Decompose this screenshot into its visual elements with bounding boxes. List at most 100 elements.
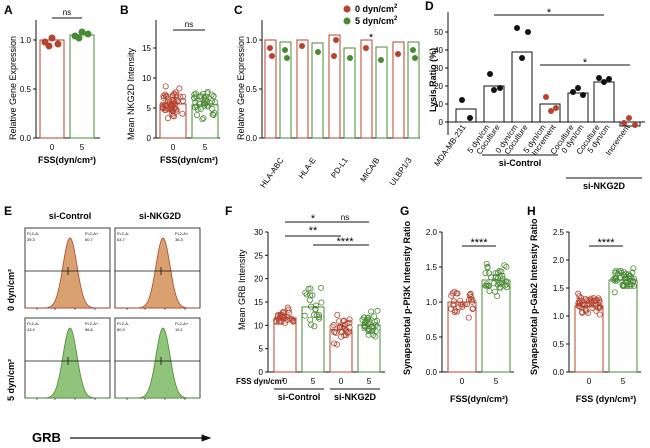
- point-f2-4: [331, 340, 338, 347]
- point-g1-10: [486, 288, 493, 295]
- point-f0-26: [285, 306, 292, 313]
- ylabel-h: Synapse/total p-Gab2 Intensity Ratio: [529, 218, 539, 375]
- sig-f-2: ns: [341, 213, 349, 222]
- gate-value-neg-2: 43.4: [27, 327, 36, 332]
- bar-h-1: [608, 279, 638, 373]
- point-b0-40: [170, 100, 177, 107]
- ylabel-f: Mean GRB Intensity: [237, 249, 247, 330]
- bar-c-1b: [311, 42, 324, 139]
- point-b0-19: [179, 110, 186, 117]
- point-d-11: [570, 89, 576, 95]
- ytick-h-label-4: 2.0: [553, 256, 565, 265]
- point-g0-15: [451, 301, 458, 308]
- point-f3-21: [371, 318, 378, 325]
- point-h0-33: [589, 301, 596, 308]
- point-b0-43: [169, 112, 176, 119]
- gate-value-neg-3: 80.9: [117, 327, 126, 332]
- ytick-g-label-4: 2.0: [426, 228, 438, 237]
- point-g0-1: [448, 305, 455, 312]
- yticks-g: 0.0 0.5 1.0 1.5 2.0: [426, 228, 442, 377]
- bar-c-4b: [407, 41, 420, 139]
- ytick-f-label-4: 20: [254, 275, 263, 284]
- scatter-points-b: [159, 83, 219, 123]
- point-f1-20: [311, 323, 318, 330]
- point-c-2: [282, 47, 288, 53]
- point-g1-5: [487, 274, 494, 281]
- point-g1-31: [496, 284, 503, 291]
- ytick-h-label-3: 1.5: [553, 284, 565, 293]
- point-g1-36: [482, 282, 489, 289]
- point-d-2: [487, 71, 493, 77]
- point-h0-12: [576, 303, 583, 310]
- point-g0-21: [454, 290, 461, 297]
- point-h1-42: [621, 283, 628, 290]
- point-f2-27: [341, 325, 348, 332]
- gate-label-pos-1: FL2-A+: [175, 231, 189, 236]
- point-h1-40: [625, 275, 632, 282]
- ylabel-g: Synapse/total p-PI3K Intensity Ratio: [402, 220, 412, 375]
- ytick-label-d-5: 50: [434, 28, 443, 37]
- bar-b-1: [191, 104, 219, 139]
- xtick-h-1: 5: [621, 377, 626, 386]
- bar-h-0: [574, 305, 604, 373]
- point-b0-32: [176, 85, 183, 92]
- point-f2-21: [329, 323, 336, 330]
- xtick-a-0: 0: [50, 143, 55, 152]
- sig-f-0: **: [309, 225, 318, 237]
- point-f1-5: [307, 316, 314, 323]
- point-g1-22: [503, 281, 510, 288]
- point-c-0: [267, 45, 273, 51]
- ytick-label-c-0: 0.0: [246, 134, 258, 143]
- ylabel-d: Lysis Ratio (%): [428, 48, 438, 112]
- point-f3-27: [372, 321, 379, 328]
- point-d-6: [519, 55, 525, 61]
- point-b0-41: [173, 108, 180, 115]
- point-b1-18: [199, 116, 206, 123]
- hist-curve-0: [25, 237, 110, 309]
- ylabel-c: Relative Gene Expression: [236, 36, 246, 140]
- group-label-d-1: si-NKG2D: [583, 181, 626, 191]
- xtick-c-4: ULBP1/3: [388, 156, 414, 188]
- bar-c-3b: [375, 46, 388, 139]
- xlabel-h: FSS (dyn/cm²): [576, 394, 637, 404]
- point-b1-14: [212, 99, 219, 106]
- point-b1-10: [193, 112, 200, 119]
- point-b1-33: [204, 102, 211, 109]
- point-f0-23: [277, 311, 284, 318]
- point-a-3: [45, 42, 53, 50]
- point-f1-21: [308, 321, 315, 328]
- ytick-f-label-6: 30: [254, 228, 263, 237]
- xtick-f-2: 0: [339, 377, 344, 386]
- group-label-f-0: si-Control: [278, 392, 321, 402]
- ytick-h-label-5: 2.5: [553, 228, 565, 237]
- scatter-points-g: [448, 260, 510, 321]
- point-c-4: [299, 43, 305, 49]
- xunit-f: FSS dyn/cm²: [236, 377, 285, 386]
- gate-label-neg-2: FL2-A-: [27, 321, 40, 326]
- point-g0-8: [469, 305, 476, 312]
- point-f3-26: [365, 314, 372, 321]
- point-h1-33: [629, 281, 636, 288]
- point-f1-0: [318, 299, 325, 306]
- xtick-c-0: HLA-ABC: [258, 156, 285, 190]
- point-c-1: [269, 53, 275, 59]
- ytick-f-label-1: 5: [259, 345, 264, 354]
- point-c-11: [395, 51, 401, 57]
- gate-value-neg-0: 39.3: [27, 237, 36, 242]
- point-h1-30: [617, 267, 624, 274]
- point-g1-37: [495, 269, 502, 276]
- yticks-h: 0.0 0.5 1.0 1.5 2.0 2.5: [553, 228, 569, 377]
- point-f2-29: [340, 318, 347, 325]
- xtick-c-2: PD-L1: [329, 156, 350, 180]
- point-b1-11: [197, 93, 204, 100]
- gate-label-neg-3: FL2-A-: [117, 321, 130, 326]
- point-f2-17: [338, 333, 345, 340]
- point-c-13: [412, 55, 418, 61]
- ytick-h-label-2: 1.0: [553, 312, 565, 321]
- point-d-15: [601, 79, 607, 85]
- point-d-9: [548, 108, 554, 114]
- sig-d-0: *: [547, 7, 552, 19]
- point-g1-32: [494, 293, 501, 300]
- ytick-label-d-3: 30: [434, 64, 443, 73]
- point-a-6: [84, 30, 92, 38]
